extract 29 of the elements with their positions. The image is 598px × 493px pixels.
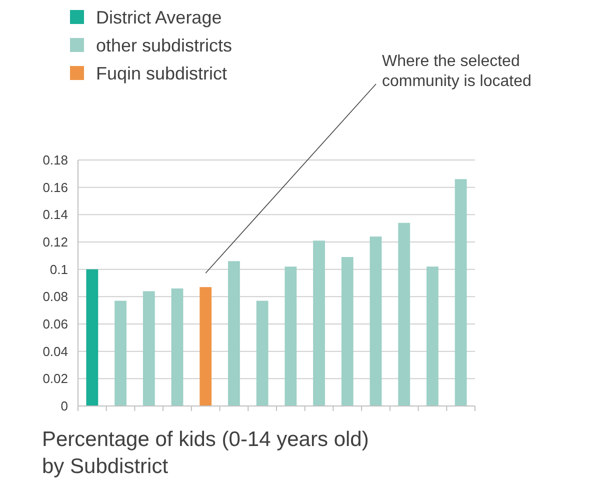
bar bbox=[114, 300, 126, 406]
bar bbox=[142, 291, 155, 406]
y-tick-label: 0.18 bbox=[42, 152, 68, 168]
y-tick-label: 0.16 bbox=[42, 180, 68, 195]
bar bbox=[313, 240, 325, 406]
text: Percentage of kids (0-14 years old) by Subdistrict bbox=[42, 428, 369, 478]
legend-label: other subdistricts bbox=[96, 35, 232, 56]
y-tick-label: 0.04 bbox=[42, 344, 68, 359]
y-tick-label: 0.08 bbox=[42, 289, 68, 304]
bar bbox=[200, 287, 212, 406]
y-tick-label: 0 bbox=[60, 398, 68, 414]
text: Where the selected community is located bbox=[382, 53, 532, 90]
legend-label: District Average bbox=[96, 7, 222, 28]
bar bbox=[86, 269, 98, 406]
y-tick-label: 0.06 bbox=[42, 316, 68, 332]
y-tick-label: 0.14 bbox=[42, 207, 68, 222]
bar bbox=[284, 266, 297, 406]
bar bbox=[171, 288, 184, 406]
y-tick-label: 0.1 bbox=[50, 262, 68, 277]
bar bbox=[454, 179, 467, 406]
bar bbox=[370, 236, 382, 406]
y-tick-label: 0.02 bbox=[42, 371, 68, 386]
legend-label: Fuqin subdistrict bbox=[96, 63, 228, 84]
bar bbox=[398, 222, 410, 406]
y-tick-label: 0.12 bbox=[42, 234, 68, 250]
bar bbox=[228, 261, 240, 406]
bar bbox=[426, 266, 438, 406]
bar bbox=[256, 300, 268, 406]
bar bbox=[341, 257, 354, 406]
